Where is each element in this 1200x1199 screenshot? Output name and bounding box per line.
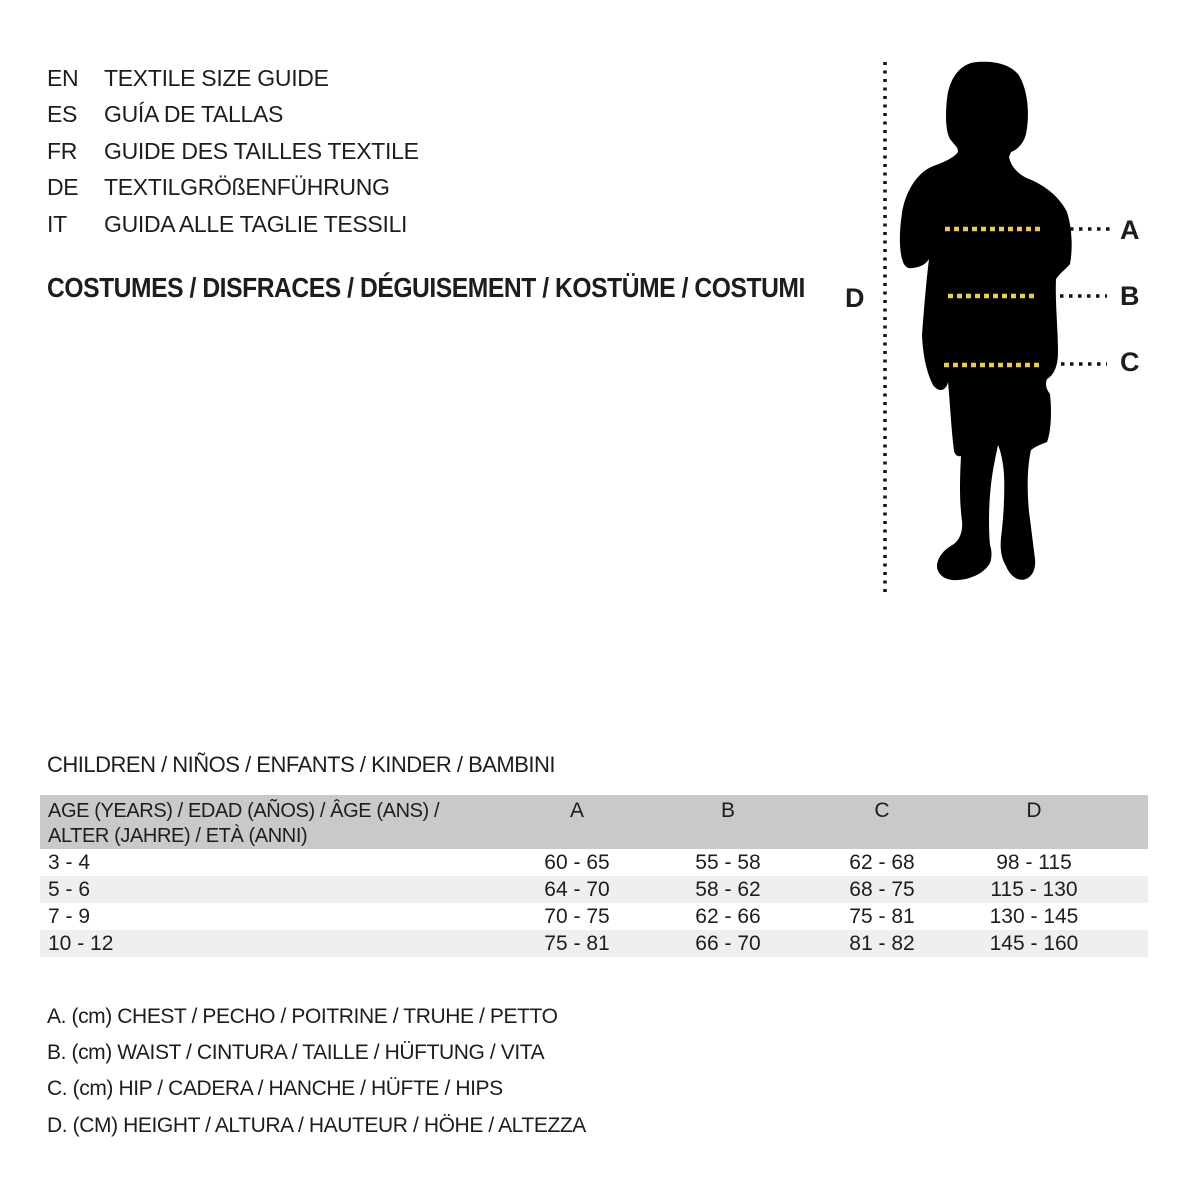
language-code: FR [47, 137, 78, 164]
waist-cell: 62 - 66 [695, 904, 761, 928]
age-cell: 7 - 9 [48, 904, 91, 928]
height-label: D [845, 283, 865, 313]
language-code: EN [47, 65, 79, 91]
waist-cell: 55 - 58 [695, 850, 761, 874]
table-row: 5 - 6 64 - 70 58 - 62 68 - 75 115 - 130 [40, 876, 1148, 903]
measurement-diagram: A B C D [840, 55, 1162, 600]
waist-cell: 58 - 62 [695, 877, 761, 901]
language-title-list: EN TEXTILE SIZE GUIDE ES GUÍA DE TALLAS … [47, 60, 419, 242]
language-code: ES [47, 101, 78, 128]
hip-cell: 81 - 82 [849, 931, 915, 955]
hip-cell: 75 - 81 [849, 904, 915, 928]
hip-label: C [1120, 347, 1140, 377]
measurement-legend: A. (cm) CHEST / PECHO / POITRINE / TRUHE… [47, 999, 586, 1144]
chest-label: A [1120, 215, 1140, 245]
language-title: GUÍA DE TALLAS [104, 101, 284, 128]
language-title: TEXTILGRÖßENFÜHRUNG [104, 174, 390, 201]
table-row: 3 - 4 60 - 65 55 - 58 62 - 68 98 - 115 [40, 849, 1148, 876]
chest-cell: 70 - 75 [544, 904, 610, 928]
legend-hip: C. (cm) HIP / CADERA / HANCHE / HÜFTE / … [47, 1077, 503, 1101]
age-cell: 5 - 6 [48, 877, 91, 901]
chest-cell: 75 - 81 [544, 931, 610, 955]
legend-height: D. (CM) HEIGHT / ALTURA / HAUTEUR / HÖHE… [47, 1113, 586, 1137]
age-cell: 10 - 12 [48, 931, 114, 955]
age-header-line1: AGE (YEARS) / EDAD (AÑOS) / ÂGE (ANS) / [48, 800, 440, 822]
age-header-line2: ALTER (JAHRE) / ETÀ (ANNI) [48, 825, 308, 847]
height-cell: 130 - 145 [989, 904, 1079, 928]
child-silhouette-graphic [883, 61, 1110, 592]
waist-label: B [1120, 281, 1140, 311]
age-cell: 3 - 4 [48, 850, 91, 874]
hip-cell: 68 - 75 [849, 877, 915, 901]
child-silhouette [899, 61, 1072, 581]
height-cell: 145 - 160 [989, 931, 1079, 955]
language-title: TEXTILE SIZE GUIDE [104, 65, 329, 91]
language-row-fr: FR GUIDE DES TAILLES TEXTILE [47, 133, 419, 169]
chest-cell: 64 - 70 [544, 877, 610, 901]
hip-cell: 62 - 68 [849, 850, 915, 874]
table-header-row: AGE (YEARS) / EDAD (AÑOS) / ÂGE (ANS) / … [40, 795, 1148, 849]
language-title: GUIDA ALLE TAGLIE TESSILI [104, 210, 408, 237]
height-cell: 115 - 130 [990, 877, 1078, 901]
language-code: DE [47, 174, 79, 201]
column-header-a: A [569, 799, 584, 822]
language-code: IT [47, 210, 67, 237]
language-row-es: ES GUÍA DE TALLAS [47, 96, 419, 132]
table-row: 7 - 9 70 - 75 62 - 66 75 - 81 130 - 145 [40, 903, 1148, 930]
column-header-d: D [1026, 799, 1042, 822]
column-header-c: C [874, 799, 890, 822]
language-row-de: DE TEXTILGRÖßENFÜHRUNG [47, 169, 419, 205]
height-cell: 98 - 115 [996, 850, 1072, 874]
legend-chest: A. (cm) CHEST / PECHO / POITRINE / TRUHE… [47, 1005, 558, 1028]
children-size-table: AGE (YEARS) / EDAD (AÑOS) / ÂGE (ANS) / … [40, 795, 1148, 957]
table-row: 10 - 12 75 - 81 66 - 70 81 - 82 145 - 16… [40, 930, 1148, 957]
category-heading: COSTUMES / DISFRACES / DÉGUISEMENT / KOS… [47, 272, 805, 303]
column-header-b: B [720, 799, 735, 822]
waist-cell: 66 - 70 [695, 931, 761, 955]
age-column-header: AGE (YEARS) / EDAD (AÑOS) / ÂGE (ANS) / … [40, 797, 502, 849]
language-title: GUIDE DES TAILLES TEXTILE [104, 137, 419, 164]
children-section-title: CHILDREN / NIÑOS / ENFANTS / KINDER / BA… [47, 752, 556, 777]
legend-waist: B. (cm) WAIST / CINTURA / TAILLE / HÜFTU… [47, 1041, 545, 1065]
language-row-it: IT GUIDA ALLE TAGLIE TESSILI [47, 206, 419, 242]
language-row-en: EN TEXTILE SIZE GUIDE [47, 60, 419, 96]
chest-cell: 60 - 65 [544, 850, 610, 874]
